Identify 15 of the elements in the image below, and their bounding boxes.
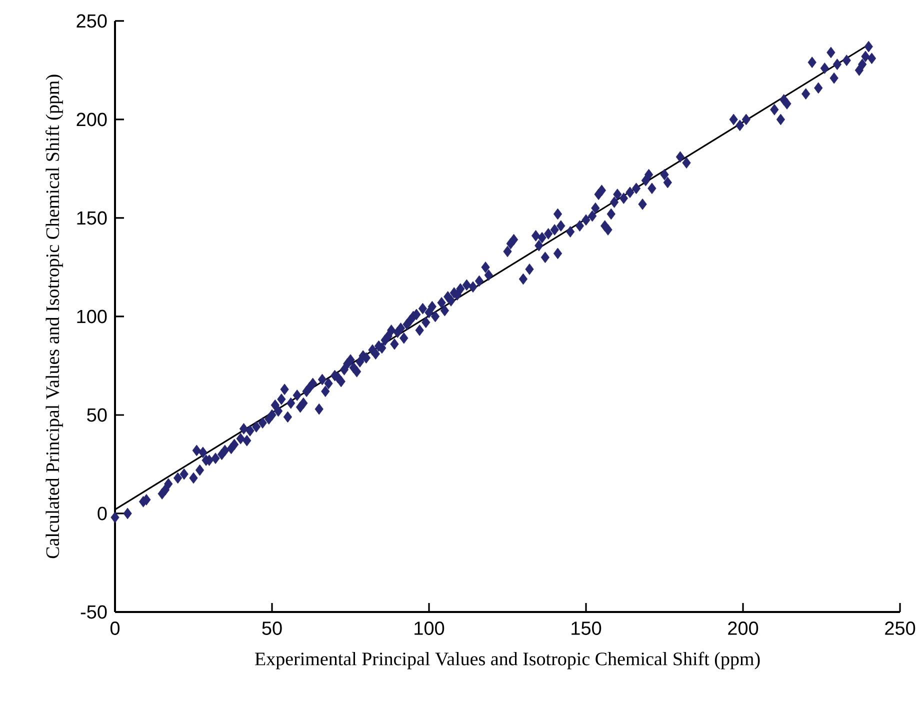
y-tick-label: 100	[77, 310, 107, 324]
x-tick-label: 0	[110, 622, 120, 635]
y-tick-label: 200	[76, 112, 107, 126]
y-axis-title: Calculated Principal Values and Isotropic Chemical Shift (ppm)	[46, 74, 63, 558]
x-axis-title: Experimental Principal Values and Isotropic Chemical Shift (ppm)	[255, 652, 760, 670]
y-tick-label: 50	[87, 408, 107, 422]
y-tick-label: 150	[77, 211, 107, 225]
y-tick-label: 250	[76, 14, 107, 28]
x-tick-label: 150	[572, 622, 602, 635]
x-tick-label: 50	[262, 622, 282, 635]
x-tick-label: 100	[414, 622, 444, 635]
x-tick-label: 250	[885, 622, 916, 635]
y-tick-label: -50	[80, 605, 107, 619]
y-tick-label: 0	[98, 506, 107, 520]
x-tick-label: 200	[728, 622, 758, 635]
